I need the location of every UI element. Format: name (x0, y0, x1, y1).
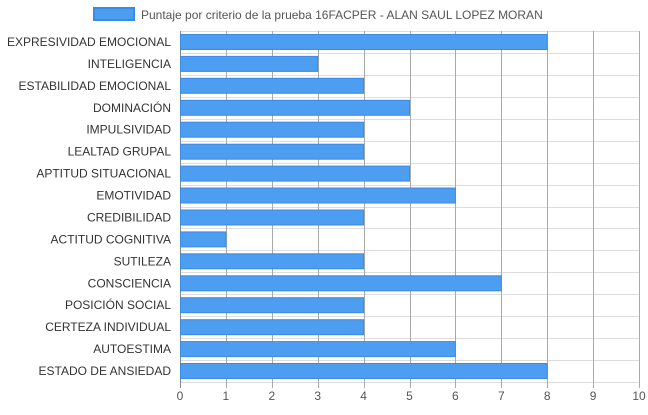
category-label: ESTADO DE ANSIEDAD (39, 364, 172, 378)
bar[interactable] (180, 275, 502, 292)
x-tick-label: 6 (452, 389, 459, 403)
x-tick-label: 5 (406, 389, 413, 403)
category-label: CONSCIENCIA (88, 276, 171, 290)
bar[interactable] (180, 341, 456, 358)
category-label: ACTITUD COGNITIVA (51, 232, 171, 246)
bar[interactable] (180, 143, 365, 160)
x-tick-label: 4 (360, 389, 367, 403)
category-label: APTITUD SITUACIONAL (36, 167, 171, 181)
category-label: ESTABILIDAD EMOCIONAL (19, 79, 172, 93)
x-tick-label: 3 (314, 389, 321, 403)
category-label: EXPRESIVIDAD EMOCIONAL (7, 35, 171, 49)
legend[interactable]: Puntaje por criterio de la prueba 16FACP… (93, 7, 543, 22)
category-label: IMPULSIVIDAD (86, 123, 171, 137)
x-axis-ticks: 0 1 2 3 4 5 6 7 8 9 10 (177, 389, 646, 403)
bar[interactable] (180, 297, 365, 314)
bar[interactable] (180, 99, 410, 116)
category-label: LEALTAD GRUPAL (68, 145, 172, 159)
legend-label: Puntaje por criterio de la prueba 16FACP… (141, 8, 543, 22)
bar[interactable] (180, 34, 548, 50)
bar[interactable] (180, 121, 365, 138)
x-tick-label: 10 (632, 389, 646, 403)
bar[interactable] (180, 253, 365, 270)
category-label: DOMINACIÓN (93, 100, 171, 115)
bar[interactable] (180, 231, 227, 248)
category-label: EMOTIVIDAD (96, 189, 171, 203)
legend-swatch (93, 7, 135, 21)
category-label: CREDIBILIDAD (87, 211, 171, 225)
bar[interactable] (180, 187, 456, 204)
category-label: POSICIÓN SOCIAL (65, 297, 171, 312)
category-labels: EXPRESIVIDAD EMOCIONAL INTELIGENCIA ESTABI… (7, 35, 171, 378)
x-tick-label: 0 (177, 389, 184, 403)
x-tick-label: 9 (590, 389, 597, 403)
bars (180, 34, 548, 379)
category-label: AUTOESTIMA (93, 342, 171, 356)
bar[interactable] (180, 165, 410, 182)
x-tick-label: 7 (498, 389, 505, 403)
bar[interactable] (180, 319, 365, 336)
bar[interactable] (180, 55, 319, 72)
x-tick-label: 1 (223, 389, 230, 403)
bar[interactable] (180, 77, 365, 94)
category-label: CERTEZA INDIVIDUAL (45, 320, 171, 334)
category-label: INTELIGENCIA (88, 57, 171, 71)
bar[interactable] (180, 209, 365, 226)
category-label: SUTILEZA (114, 254, 171, 268)
x-tick-label: 8 (544, 389, 551, 403)
x-tick-label: 2 (268, 389, 275, 403)
bar[interactable] (180, 363, 548, 379)
